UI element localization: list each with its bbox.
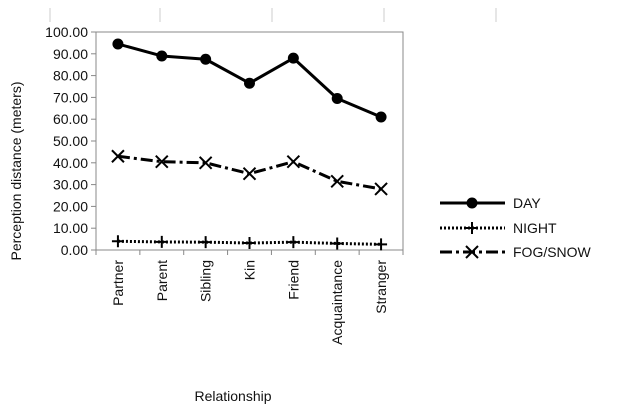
legend-marker (465, 245, 479, 259)
series-night (111, 235, 388, 251)
series-layer (111, 38, 388, 251)
legend-marker (466, 197, 478, 209)
data-point (242, 166, 257, 181)
data-point (111, 235, 124, 248)
legend-label: DAY (513, 195, 541, 211)
y-tick-label: 70.00 (53, 89, 88, 105)
y-tick-label: 60.00 (53, 111, 88, 127)
data-point (198, 156, 213, 170)
legend: DAY NIGHT FOG/SNOW (440, 195, 592, 260)
series-fog-snow (111, 149, 388, 196)
data-point (375, 111, 387, 123)
data-point (375, 238, 388, 251)
y-tick-label: 0.00 (61, 242, 88, 258)
series-day (112, 38, 387, 123)
y-tick-label: 10.00 (53, 220, 88, 236)
y-axis-title: Perception distance (meters) (8, 82, 24, 261)
data-point (155, 155, 169, 169)
legend-label: NIGHT (513, 220, 557, 236)
y-tick-label: 20.00 (53, 198, 88, 214)
data-point (287, 52, 299, 64)
legend-marker (466, 222, 478, 234)
x-tick-label: Stranger (373, 260, 389, 314)
data-point (331, 92, 343, 104)
data-point (112, 38, 124, 50)
x-tick-label: Sibling (198, 260, 214, 302)
data-point (111, 149, 125, 163)
data-point (244, 77, 255, 89)
x-axis-title: Relationship (194, 388, 271, 404)
data-point (286, 155, 301, 169)
top-separators (49, 8, 497, 22)
x-tick-label: Partner (110, 260, 126, 306)
legend-item: NIGHT (440, 220, 557, 236)
y-tick-label: 50.00 (53, 133, 88, 149)
data-point (287, 236, 300, 249)
legend-item: FOG/SNOW (440, 244, 592, 260)
legend-label: FOG/SNOW (513, 244, 592, 260)
y-tick-label: 30.00 (53, 177, 88, 193)
data-point (199, 236, 212, 249)
y-tick-label: 90.00 (53, 46, 88, 62)
y-tick-label: 80.00 (53, 68, 88, 84)
plot-area (95, 31, 404, 251)
x-tick-label: Acquaintance (329, 260, 345, 345)
x-tick-label: Parent (154, 260, 170, 301)
y-axis: 0.00 10.00 20.00 30.00 40.00 50.00 60.00 70.00 8… (45, 24, 96, 258)
y-tick-label: 40.00 (53, 155, 88, 171)
y-tick-label: 100.00 (45, 24, 88, 40)
data-point (200, 53, 212, 65)
x-tick-label: Friend (285, 260, 301, 300)
data-point (243, 237, 256, 250)
x-tick-label: Kin (242, 260, 258, 280)
data-point (331, 237, 344, 250)
data-point (374, 182, 388, 196)
legend-item: DAY (440, 195, 541, 211)
data-point (156, 50, 168, 62)
data-point (330, 174, 344, 189)
data-point (155, 235, 168, 248)
x-axis: Partner Parent Sibling Kin Friend Acquaintanc… (95, 250, 404, 345)
